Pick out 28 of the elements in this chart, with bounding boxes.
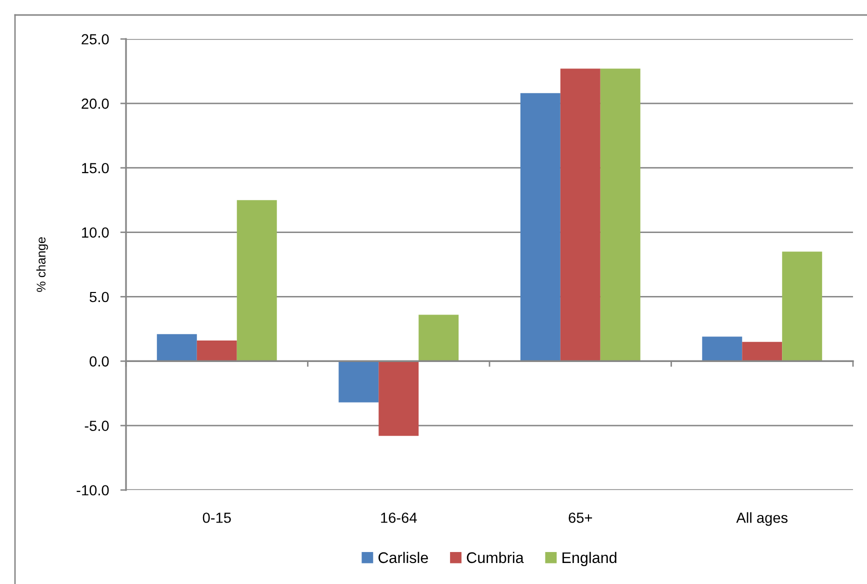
- y-tick-label: -5.0: [84, 420, 109, 431]
- y-tick-label: 20.0: [82, 98, 109, 109]
- bar: [560, 68, 600, 362]
- legend-label: England: [562, 552, 616, 566]
- x-tick-label: 16-64: [381, 512, 417, 523]
- y-tick-label: 25.0: [82, 34, 109, 44]
- legend-label: Carlisle: [378, 552, 428, 564]
- x-tick-label: 65+: [568, 512, 592, 523]
- bar: [520, 93, 560, 362]
- bar: [196, 340, 237, 362]
- legend-label: Cumbria: [466, 552, 524, 564]
- bar: [236, 200, 277, 362]
- y-axis-title: % change: [36, 237, 48, 292]
- y-tick-label: 15.0: [82, 162, 109, 174]
- y-tick-label: 10.0: [82, 227, 109, 238]
- bar: [156, 334, 197, 362]
- bar: [742, 342, 782, 362]
- y-tick-label: 0.0: [90, 356, 109, 367]
- bar: [782, 252, 822, 362]
- bar: [600, 68, 640, 362]
- y-tick-label: -10.0: [76, 485, 109, 496]
- y-tick-label: 5.0: [90, 292, 109, 302]
- bar: [702, 336, 742, 362]
- bar: [378, 361, 419, 436]
- x-tick-label: All ages: [736, 512, 788, 526]
- x-tick-label: 0-15: [202, 512, 231, 523]
- bar: [338, 361, 379, 402]
- bar: [418, 314, 459, 362]
